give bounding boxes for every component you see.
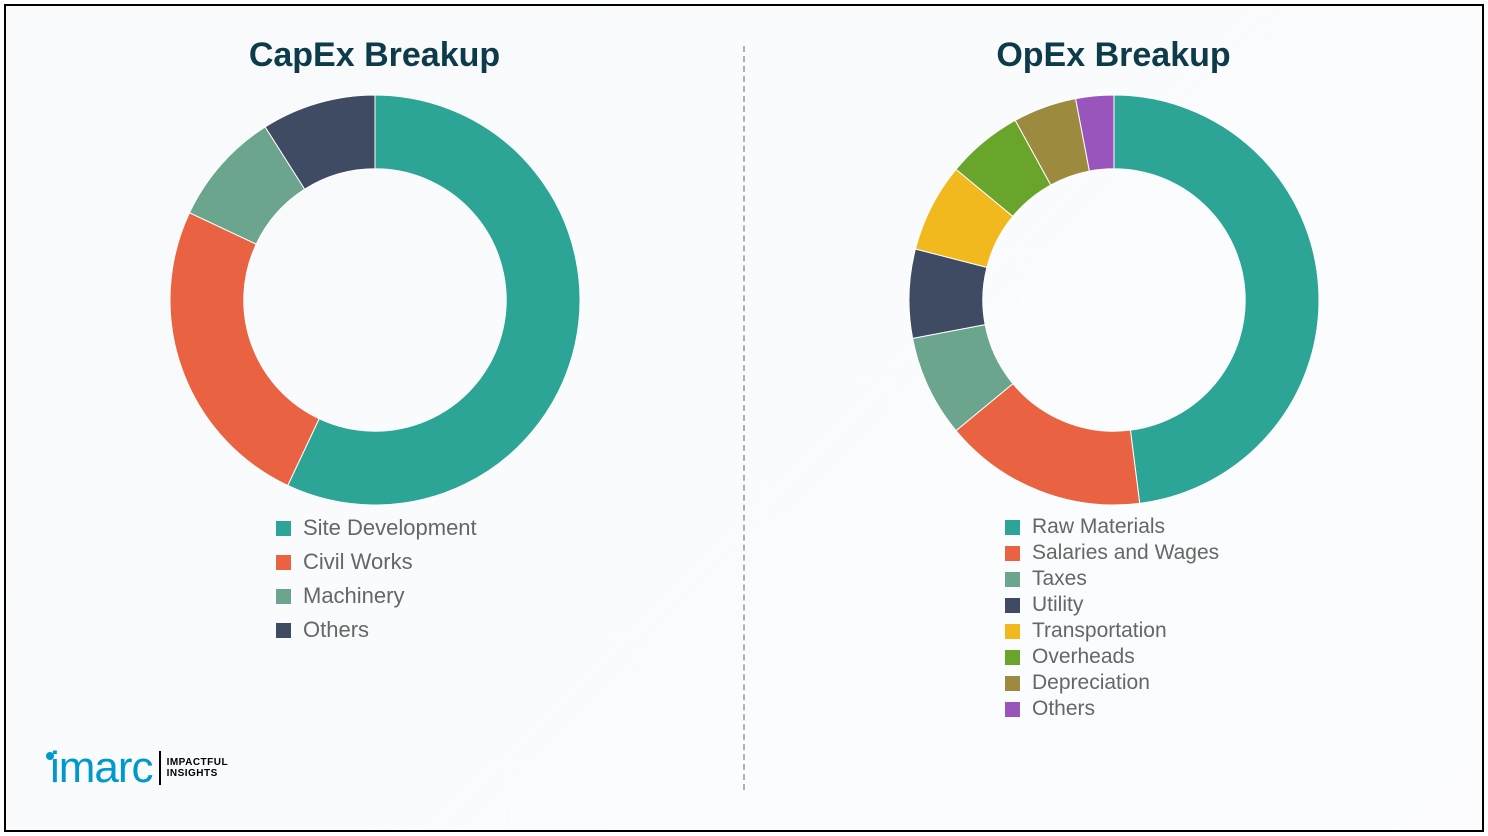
legend-swatch	[1005, 650, 1020, 665]
legend-label: Site Development	[303, 515, 477, 541]
legend-swatch	[276, 521, 291, 536]
legend-label: Machinery	[303, 583, 404, 609]
legend-swatch	[276, 589, 291, 604]
legend-label: Utility	[1032, 593, 1083, 617]
legend-label: Salaries and Wages	[1032, 541, 1219, 565]
opex-legend: Raw MaterialsSalaries and WagesTaxesUtil…	[1005, 515, 1219, 721]
opex-panel: OpEx Breakup Raw MaterialsSalaries and W…	[745, 6, 1482, 830]
legend-row: Others	[276, 617, 477, 643]
legend-swatch	[1005, 676, 1020, 691]
capex-legend: Site Development Civil Works Machinery Othe…	[276, 515, 477, 643]
legend-label: Taxes	[1032, 567, 1087, 591]
legend-swatch	[1005, 520, 1020, 535]
legend-swatch	[1005, 546, 1020, 561]
capex-title: CapEx Breakup	[249, 36, 500, 75]
legend-row: Utility	[1005, 593, 1219, 617]
opex-title: OpEx Breakup	[996, 36, 1230, 75]
logo-text: imarc	[46, 746, 153, 790]
capex-donut-svg	[170, 95, 580, 505]
legend-label: Transportation	[1032, 619, 1167, 643]
legend-label: Depreciation	[1032, 671, 1150, 695]
legend-row: Raw Materials	[1005, 515, 1219, 539]
legend-swatch	[276, 555, 291, 570]
legend-swatch	[1005, 624, 1020, 639]
legend-swatch	[1005, 572, 1020, 587]
legend-row: Site Development	[276, 515, 477, 541]
legend-label: Civil Works	[303, 549, 413, 575]
donut-slice-0	[1114, 95, 1319, 503]
legend-row: Overheads	[1005, 645, 1219, 669]
legend-row: Taxes	[1005, 567, 1219, 591]
legend-swatch	[276, 623, 291, 638]
legend-swatch	[1005, 702, 1020, 717]
legend-label: Overheads	[1032, 645, 1135, 669]
chart-frame: CapEx Breakup Site Development Civil Work…	[4, 4, 1484, 832]
legend-row: Salaries and Wages	[1005, 541, 1219, 565]
legend-row: Others	[1005, 697, 1219, 721]
legend-row: Transportation	[1005, 619, 1219, 643]
legend-label: Raw Materials	[1032, 515, 1165, 539]
legend-row: Depreciation	[1005, 671, 1219, 695]
donut-slice-1	[170, 213, 319, 486]
legend-label: Others	[1032, 697, 1095, 721]
opex-donut	[909, 95, 1319, 505]
legend-row: Machinery	[276, 583, 477, 609]
capex-donut	[170, 95, 580, 505]
brand-logo: imarc IMPACTFUL INSIGHTS	[46, 746, 228, 790]
capex-panel: CapEx Breakup Site Development Civil Work…	[6, 6, 743, 830]
opex-donut-svg	[909, 95, 1319, 505]
logo-separator	[159, 751, 161, 785]
legend-label: Others	[303, 617, 369, 643]
legend-row: Civil Works	[276, 549, 477, 575]
legend-swatch	[1005, 598, 1020, 613]
logo-tagline: IMPACTFUL INSIGHTS	[167, 757, 229, 779]
